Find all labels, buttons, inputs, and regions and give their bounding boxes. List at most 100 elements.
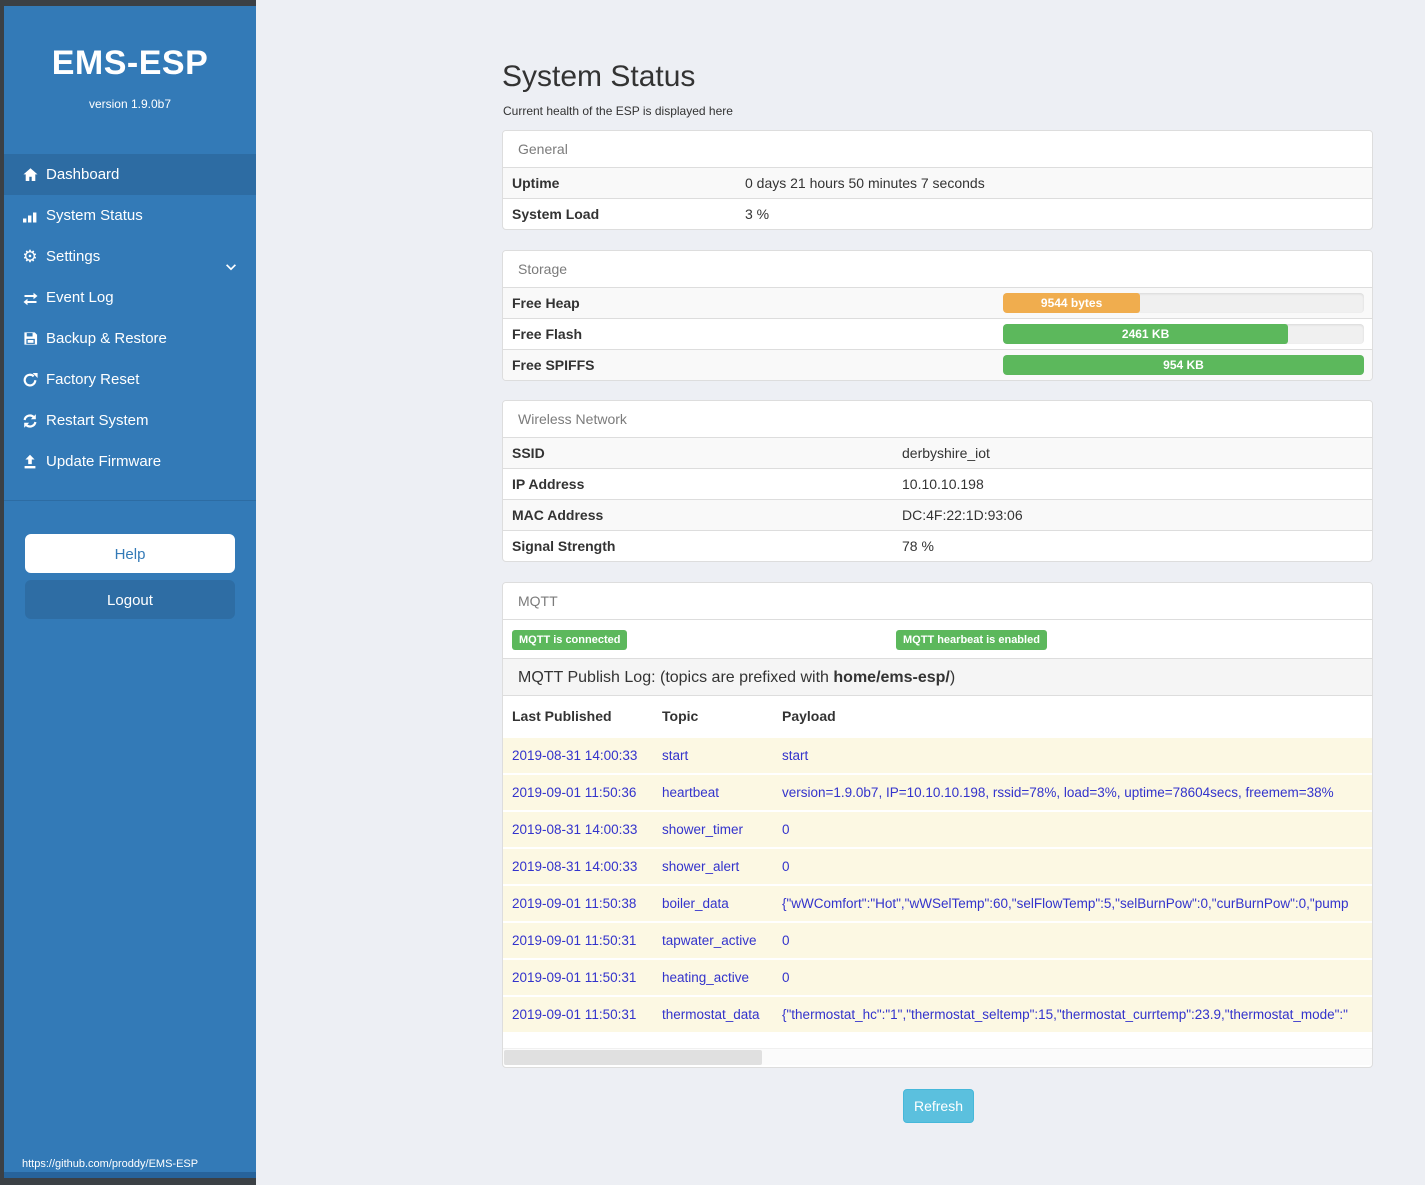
free-flash-progress: 2461 KB: [1003, 324, 1364, 344]
log-payload: version=1.9.0b7, IP=10.10.10.198, rssid=…: [782, 785, 1334, 800]
refresh-button[interactable]: Refresh: [903, 1089, 974, 1123]
row-value: DC:4F:22:1D:93:06: [902, 507, 1023, 523]
gear-icon: ⚙: [22, 247, 38, 266]
github-link[interactable]: https://github.com/proddy/EMS-ESP: [22, 1158, 199, 1170]
panel-mqtt-heading: MQTT: [503, 583, 1372, 619]
free-spiffs-progress: 954 KB: [1003, 355, 1364, 375]
sidebar-item-label: System Status: [46, 207, 143, 224]
app-version: version 1.9.0b7: [88, 97, 172, 111]
row-value: 78 %: [902, 538, 934, 554]
table-row: IP Address 10.10.10.198: [503, 468, 1372, 499]
sidebar-item-label: Settings: [46, 248, 101, 265]
log-date: 2019-08-31 14:00:33: [512, 859, 638, 874]
log-payload: start: [782, 748, 809, 763]
sidebar-item-restart-system[interactable]: Restart System: [4, 400, 256, 441]
mqtt-log-row: 2019-08-31 14:00:33 shower_timer 0: [503, 810, 1372, 847]
row-label: MAC Address: [512, 507, 604, 523]
row-label: Free Flash: [512, 326, 583, 342]
log-topic: shower_alert: [662, 859, 740, 874]
sidebar-bottom-strip: [4, 1172, 256, 1178]
sidebar-item-dashboard[interactable]: Dashboard: [4, 154, 256, 195]
log-payload: 0: [782, 822, 790, 837]
row-label: System Load: [512, 206, 600, 222]
mqtt-publish-log-caption: MQTT Publish Log: (topics are prefixed w…: [503, 658, 1372, 696]
row-label: SSID: [512, 445, 545, 461]
mqtt-log-row: 2019-09-01 11:50:38 boiler_data {"wWComf…: [503, 884, 1372, 921]
sidebar-divider: [4, 500, 256, 501]
sidebar-item-update-firmware[interactable]: Update Firmware: [4, 441, 256, 482]
table-row: System Load 3 %: [503, 198, 1372, 229]
sync-icon: [18, 400, 42, 441]
panel-storage-heading: Storage: [503, 251, 1372, 287]
sidebar-item-factory-reset[interactable]: Factory Reset: [4, 359, 256, 400]
mqtt-table-header: Last Published Topic Payload: [503, 696, 1372, 736]
sidebar-item-system-status[interactable]: System Status: [4, 195, 256, 236]
table-row: SSID derbyshire_iot: [503, 437, 1372, 468]
sidebar-item-settings[interactable]: ⚙ Settings: [4, 236, 256, 277]
upload-icon: [18, 441, 42, 482]
column-header: Topic: [662, 708, 699, 724]
sidebar-item-label: Factory Reset: [46, 371, 140, 388]
log-topic: boiler_data: [662, 896, 729, 911]
mqtt-log-row: 2019-08-31 14:00:33 shower_alert 0: [503, 847, 1372, 884]
table-row: Free Flash 2461 KB: [503, 318, 1372, 349]
log-date: 2019-09-01 11:50:31: [512, 1007, 637, 1022]
table-row: Signal Strength 78 %: [503, 530, 1372, 561]
sidebar-item-label: Event Log: [46, 289, 114, 306]
logout-button[interactable]: Logout: [25, 580, 235, 619]
table-row: MAC Address DC:4F:22:1D:93:06: [503, 499, 1372, 530]
log-date: 2019-08-31 14:00:33: [512, 748, 638, 763]
system-status-icon: [18, 195, 42, 236]
log-payload: 0: [782, 859, 790, 874]
publog-topic-prefix: home/ems-esp/: [833, 669, 950, 686]
row-value: 3 %: [745, 206, 770, 222]
mqtt-heartbeat-badge: MQTT hearbeat is enabled: [896, 630, 1047, 650]
log-payload: {"thermostat_hc":"1","thermostat_seltemp…: [782, 1007, 1348, 1022]
row-label: Uptime: [512, 175, 560, 191]
row-label: Free SPIFFS: [512, 357, 595, 373]
sidebar-item-label: Backup & Restore: [46, 330, 167, 347]
save-icon: [18, 318, 42, 359]
column-header: Payload: [782, 708, 836, 724]
sidebar-item-backup-restore[interactable]: Backup & Restore: [4, 318, 256, 359]
sidebar-nav: Dashboard System Status ⚙ Settings: [4, 154, 256, 482]
panel-mqtt: MQTT MQTT is connected MQTT hearbeat is …: [502, 582, 1373, 1068]
publog-prefix: MQTT Publish Log: (topics are prefixed w…: [518, 669, 834, 686]
app-title: EMS-ESP: [51, 44, 209, 82]
row-label: IP Address: [512, 476, 585, 492]
column-header: Last Published: [512, 708, 612, 724]
log-topic: tapwater_active: [662, 933, 757, 948]
home-icon: [18, 154, 42, 195]
sidebar-item-label: Dashboard: [46, 166, 120, 183]
page-subtitle: Current health of the ESP is displayed h…: [503, 104, 733, 118]
help-button[interactable]: Help: [25, 534, 235, 573]
sidebar-item-event-log[interactable]: Event Log: [4, 277, 256, 318]
panel-wireless-heading: Wireless Network: [503, 401, 1372, 437]
mqtt-log-row: 2019-09-01 11:50:31 thermostat_data {"th…: [503, 995, 1372, 1032]
table-row: Uptime 0 days 21 hours 50 minutes 7 seco…: [503, 167, 1372, 198]
publog-suffix: ): [949, 669, 956, 686]
log-payload: {"wWComfort":"Hot","wWSelTemp":60,"selFl…: [782, 896, 1349, 911]
log-date: 2019-09-01 11:50:38: [512, 896, 637, 911]
mqtt-log-row: 2019-09-01 11:50:36 heartbeat version=1.…: [503, 773, 1372, 810]
sidebar-item-label: Update Firmware: [46, 453, 162, 470]
row-value: 0 days 21 hours 50 minutes 7 seconds: [745, 175, 985, 191]
exchange-icon: [18, 277, 42, 318]
log-payload: 0: [782, 933, 790, 948]
log-date: 2019-09-01 11:50:31: [512, 970, 637, 985]
mqtt-log-row: 2019-08-31 14:00:33 start start: [503, 736, 1372, 773]
rotate-icon: [18, 359, 42, 400]
progress-bar: 954 KB: [1003, 355, 1364, 375]
table-row: Free Heap 9544 bytes: [503, 287, 1372, 318]
log-payload: 0: [782, 970, 790, 985]
log-date: 2019-09-01 11:50:31: [512, 933, 637, 948]
row-label: Free Heap: [512, 295, 580, 311]
page-title: System Status: [502, 60, 696, 93]
panel-general-heading: General: [503, 131, 1372, 167]
log-topic: heating_active: [662, 970, 750, 985]
row-value: derbyshire_iot: [902, 445, 990, 461]
horizontal-scrollbar[interactable]: [503, 1048, 1372, 1065]
progress-bar: 2461 KB: [1003, 324, 1289, 344]
panel-storage: Storage Free Heap 9544 bytes Free Flash …: [502, 250, 1373, 381]
scrollbar-thumb[interactable]: [504, 1050, 762, 1065]
